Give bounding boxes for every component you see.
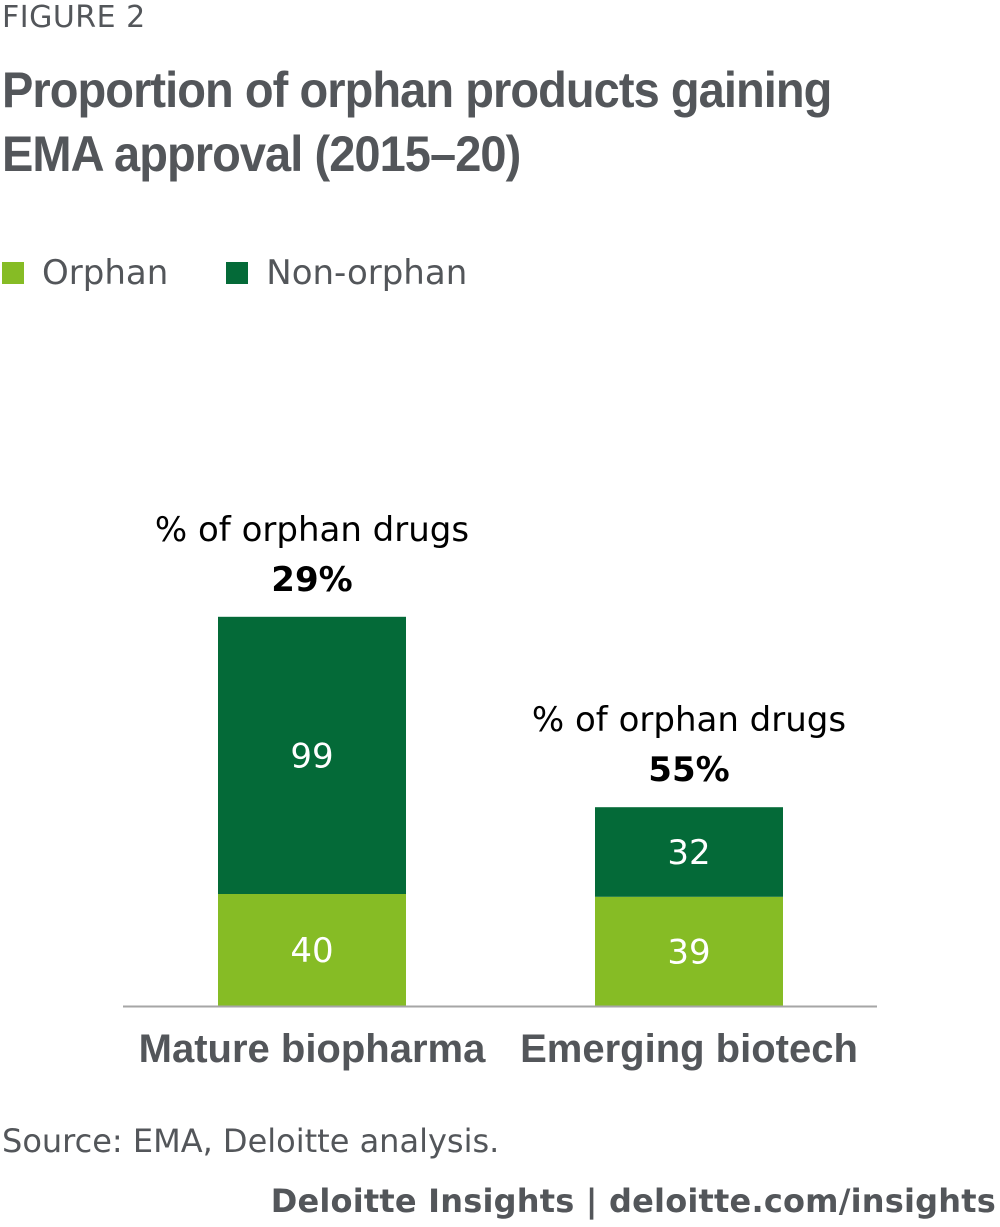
bar-mature-biopharma-non-orphan xyxy=(218,616,406,894)
bar-emerging-biotech-non-orphan xyxy=(595,807,783,897)
data-label-emerging-biotech-orphan: 39 xyxy=(667,932,710,972)
chart-title: Proportion of orphan products gaining EM… xyxy=(2,62,832,182)
annotation-label-mature-biopharma: % of orphan drugs xyxy=(155,510,469,550)
bar-emerging-biotech-orphan xyxy=(595,896,783,1006)
category-label-emerging-biotech: Emerging biotech xyxy=(520,1027,858,1071)
legend-label-orphan: Orphan xyxy=(42,253,169,293)
data-label-mature-biopharma-orphan: 40 xyxy=(290,931,333,971)
footer-credit: Deloitte Insights | deloitte.com/insight… xyxy=(270,1182,996,1220)
legend-item-orphan: Orphan xyxy=(2,253,168,293)
data-label-emerging-biotech-non-orphan: 32 xyxy=(667,833,710,873)
annotation-value-mature-biopharma: 29% xyxy=(271,560,352,600)
legend-item-non-orphan: Non-orphan xyxy=(226,253,467,293)
annotation-label-emerging-biotech: % of orphan drugs xyxy=(532,700,846,740)
source-note: Source: EMA, Deloitte analysis. xyxy=(2,1122,500,1160)
category-label-mature-biopharma: Mature biopharma xyxy=(139,1027,486,1071)
legend-swatch-orphan xyxy=(2,262,24,284)
bar-mature-biopharma-orphan xyxy=(218,894,406,1006)
legend-swatch-non-orphan xyxy=(226,262,249,284)
data-label-mature-biopharma-non-orphan: 99 xyxy=(290,736,333,776)
figure-label: FIGURE 2 xyxy=(2,0,146,35)
legend-label-non-orphan: Non-orphan xyxy=(266,253,468,293)
legend: Orphan Non-orphan xyxy=(2,250,525,296)
annotation-value-emerging-biotech: 55% xyxy=(648,750,729,790)
